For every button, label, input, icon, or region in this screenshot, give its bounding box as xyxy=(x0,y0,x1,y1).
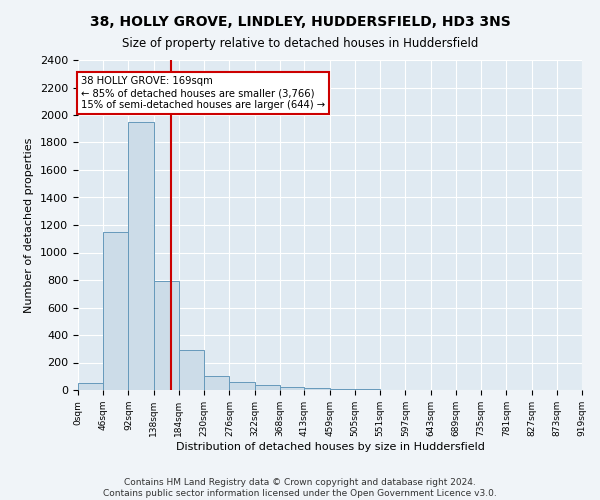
Bar xyxy=(154,282,179,390)
Bar xyxy=(103,232,128,390)
Text: 38 HOLLY GROVE: 169sqm
← 85% of detached houses are smaller (3,766)
15% of semi-: 38 HOLLY GROVE: 169sqm ← 85% of detached… xyxy=(81,76,325,110)
Bar xyxy=(254,384,280,390)
Y-axis label: Number of detached properties: Number of detached properties xyxy=(25,138,34,312)
Bar xyxy=(280,386,304,390)
Bar xyxy=(128,122,154,390)
Bar xyxy=(304,388,330,390)
Bar xyxy=(330,388,355,390)
Text: Contains HM Land Registry data © Crown copyright and database right 2024.
Contai: Contains HM Land Registry data © Crown c… xyxy=(103,478,497,498)
Text: Size of property relative to detached houses in Huddersfield: Size of property relative to detached ho… xyxy=(122,38,478,51)
Bar xyxy=(204,376,229,390)
Bar xyxy=(229,382,254,390)
Text: 38, HOLLY GROVE, LINDLEY, HUDDERSFIELD, HD3 3NS: 38, HOLLY GROVE, LINDLEY, HUDDERSFIELD, … xyxy=(89,15,511,29)
Bar xyxy=(78,383,103,390)
Bar xyxy=(179,350,204,390)
X-axis label: Distribution of detached houses by size in Huddersfield: Distribution of detached houses by size … xyxy=(176,442,484,452)
